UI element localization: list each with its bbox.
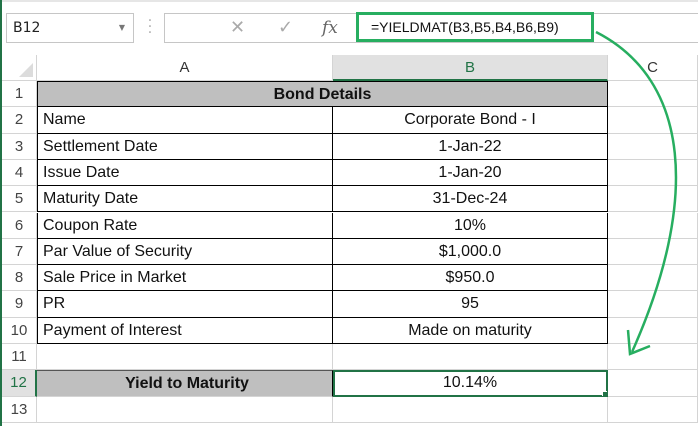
window-edge: [0, 0, 2, 426]
cell-a7[interactable]: Par Value of Security: [37, 238, 333, 266]
cell-c10[interactable]: [608, 317, 698, 344]
cell-b4[interactable]: 1-Jan-20: [333, 159, 608, 187]
table-row: 3 Settlement Date 1-Jan-22: [2, 133, 698, 160]
cell-b3[interactable]: 1-Jan-22: [333, 133, 608, 160]
row-header[interactable]: 2: [2, 107, 37, 134]
cell-a2[interactable]: Name: [37, 107, 333, 134]
cell-a1[interactable]: Bond Details: [37, 81, 608, 108]
cell-c11[interactable]: [608, 344, 698, 371]
table-row: 5 Maturity Date 31-Dec-24: [2, 186, 698, 213]
cell-b13[interactable]: [333, 396, 608, 423]
cell-c12[interactable]: [608, 370, 698, 397]
row-header[interactable]: 6: [2, 212, 37, 239]
formula-input[interactable]: =YIELDMAT(B3,B5,B4,B6,B9): [356, 12, 594, 42]
cell-c8[interactable]: [608, 265, 698, 292]
table-row: 9 PR 95: [2, 291, 698, 318]
column-header-a[interactable]: A: [37, 55, 333, 81]
cell-a10[interactable]: Payment of Interest: [37, 317, 333, 344]
row-header[interactable]: 10: [2, 317, 37, 344]
cell-c13[interactable]: [608, 396, 698, 423]
name-box[interactable]: B12 ▼: [6, 13, 134, 43]
table-row: 13: [2, 396, 698, 423]
table-row: 1 Bond Details: [2, 81, 698, 108]
table-row: 11: [2, 344, 698, 371]
table-row: 10 Payment of Interest Made on maturity: [2, 317, 698, 344]
table-row: 2 Name Corporate Bond - I: [2, 107, 698, 134]
drag-handle-icon[interactable]: · · ·: [147, 13, 153, 41]
cell-c2[interactable]: [608, 107, 698, 134]
table-row: 8 Sale Price in Market $950.0: [2, 265, 698, 292]
row-header[interactable]: 11: [2, 344, 37, 371]
column-header-b[interactable]: B: [333, 55, 608, 81]
cell-a9[interactable]: PR: [37, 291, 333, 318]
cell-b11[interactable]: [333, 344, 608, 371]
row-header[interactable]: 12: [2, 370, 37, 397]
cell-a6[interactable]: Coupon Rate: [37, 212, 333, 239]
fill-handle[interactable]: [602, 390, 607, 396]
check-icon[interactable]: ✓: [278, 17, 294, 38]
cell-a5[interactable]: Maturity Date: [37, 186, 333, 213]
cell-c1[interactable]: [608, 81, 698, 108]
row-header[interactable]: 5: [2, 186, 37, 213]
row-header[interactable]: 7: [2, 238, 37, 266]
cell-b7[interactable]: $1,000.0: [333, 238, 608, 266]
table-row: 12 Yield to Maturity 10.14%: [2, 370, 698, 397]
x-icon[interactable]: ✕: [230, 17, 246, 38]
cell-a4[interactable]: Issue Date: [37, 159, 333, 187]
cell-b5[interactable]: 31-Dec-24: [333, 186, 608, 213]
row-header[interactable]: 4: [2, 159, 37, 187]
cell-b2[interactable]: Corporate Bond - I: [333, 107, 608, 134]
cell-a12[interactable]: Yield to Maturity: [37, 370, 333, 397]
name-box-value: B12: [13, 20, 41, 36]
row-header[interactable]: 3: [2, 133, 37, 160]
cell-c6[interactable]: [608, 212, 698, 239]
cell-c5[interactable]: [608, 186, 698, 213]
fx-icon[interactable]: fx: [322, 18, 338, 38]
row-header[interactable]: 9: [2, 291, 37, 318]
cell-b8[interactable]: $950.0: [333, 265, 608, 292]
select-all-button[interactable]: [2, 55, 37, 81]
row-header[interactable]: 8: [2, 265, 37, 292]
cell-b10[interactable]: Made on maturity: [333, 317, 608, 344]
cell-c3[interactable]: [608, 133, 698, 160]
row-header[interactable]: 13: [2, 396, 37, 423]
cell-a8[interactable]: Sale Price in Market: [37, 265, 333, 292]
cell-c4[interactable]: [608, 159, 698, 187]
table-row: 6 Coupon Rate 10%: [2, 212, 698, 239]
cell-a11[interactable]: [37, 344, 333, 371]
cell-b6[interactable]: 10%: [333, 212, 608, 239]
cell-c9[interactable]: [608, 291, 698, 318]
cell-a3[interactable]: Settlement Date: [37, 133, 333, 160]
row-header[interactable]: 1: [2, 81, 37, 108]
cell-b12[interactable]: 10.14%: [333, 370, 608, 397]
table-row: 4 Issue Date 1-Jan-20: [2, 159, 698, 187]
cell-a13[interactable]: [37, 396, 333, 423]
chevron-down-icon[interactable]: ▼: [118, 23, 125, 32]
cell-b9[interactable]: 95: [333, 291, 608, 318]
column-header-c[interactable]: C: [608, 55, 698, 81]
table-row: 7 Par Value of Security $1,000.0: [2, 238, 698, 266]
cell-c7[interactable]: [608, 238, 698, 266]
